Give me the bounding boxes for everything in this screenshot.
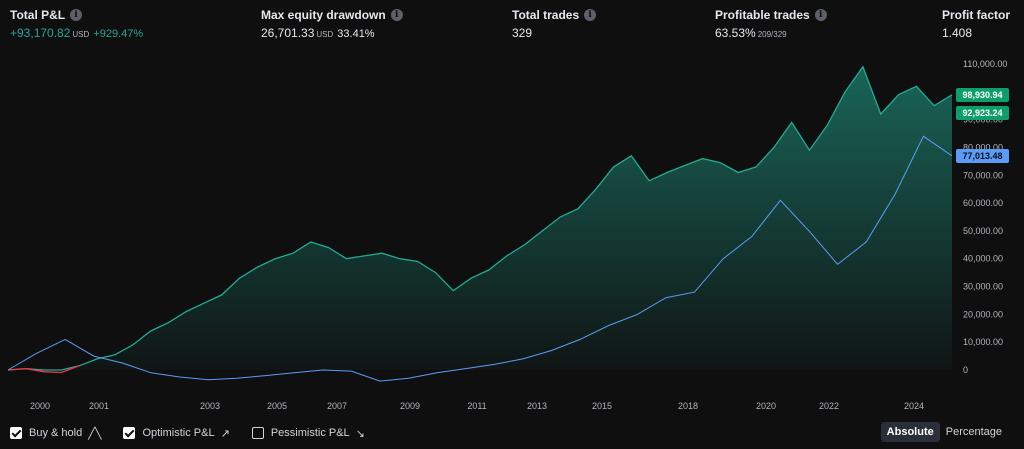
x-tick-label: 2011 xyxy=(467,401,486,411)
stat-sub: 209/329 xyxy=(757,30,787,39)
equity-price-label: 98,930.94 xyxy=(956,88,1009,102)
x-tick-label: 2013 xyxy=(527,401,547,411)
equity-line xyxy=(7,65,953,371)
x-tick-label: 2015 xyxy=(592,401,612,411)
stat-profitable-trades: Profitable trades i 63.53% 209/329 xyxy=(715,8,827,40)
checkbox-icon[interactable] xyxy=(123,427,136,439)
stat-title: Profit factor xyxy=(942,8,1011,22)
percentage-button[interactable]: Percentage xyxy=(945,426,1002,438)
stat-title: Total P&L xyxy=(10,8,66,22)
stat-percent: +929.47% xyxy=(93,28,144,40)
y-tick-label: 50,000.00 xyxy=(963,226,1003,236)
info-icon[interactable]: i xyxy=(70,9,83,21)
y-tick-label: 60,000.00 xyxy=(963,198,1003,208)
info-icon[interactable]: i xyxy=(814,9,827,21)
x-tick-label: 2003 xyxy=(200,401,220,411)
stat-unit: USD xyxy=(72,30,90,39)
y-tick-label: 80,000.00 xyxy=(963,142,1003,152)
stat-percent: 33.41% xyxy=(337,28,375,40)
y-tick-label: 20,000.00 xyxy=(963,309,1003,319)
line-chart-icon: ╱╲ xyxy=(88,427,102,440)
stat-value: 26,701.33 xyxy=(261,26,315,40)
y-tick-label: 40,000.00 xyxy=(963,254,1003,264)
legend-label: Pessimistic P&L xyxy=(270,427,350,439)
legend-pessimistic-pnl[interactable]: Pessimistic P&L ↘ xyxy=(251,427,365,440)
stat-value: +93,170.82 xyxy=(10,26,71,40)
plot-area xyxy=(7,65,953,382)
equity-loss-line xyxy=(7,365,80,374)
legend-label: Optimistic P&L xyxy=(142,427,215,439)
x-axis: 2000 2001 2003 2005 2007 2009 2011 2013 2015 2018… xyxy=(30,401,924,411)
x-tick-label: 2018 xyxy=(678,401,698,411)
y-tick-label: 110,000.00 xyxy=(963,59,1007,69)
stat-value: 1.408 xyxy=(942,26,973,40)
scale-toggle: Absolute Percentage xyxy=(880,422,1008,442)
checkbox-icon[interactable] xyxy=(10,427,22,439)
stat-value: 329 xyxy=(512,26,533,40)
x-tick-label: 2001 xyxy=(89,401,109,411)
equity-chart[interactable]: 0 10,000.00 20,000.00 30,000.00 40,000.00 50,… xyxy=(0,48,1024,420)
y-tick-label: 10,000.00 xyxy=(963,337,1003,347)
x-tick-label: 2000 xyxy=(30,401,50,411)
stat-profit-factor: Profit factor 1.408 xyxy=(942,8,1010,40)
checkbox-icon[interactable] xyxy=(251,427,264,439)
stat-total-pnl: Total P&L i +93,170.82 USD +929.47% xyxy=(10,8,143,40)
absolute-button[interactable]: Absolute xyxy=(880,422,940,442)
equity-area xyxy=(8,66,952,371)
buy-hold-line xyxy=(7,135,953,382)
info-icon[interactable]: i xyxy=(584,9,597,21)
stat-total-trades: Total trades i 329 xyxy=(512,8,597,40)
stat-value: 63.53% xyxy=(715,26,756,40)
stats-bar: Total P&L i +93,170.82 USD +929.47% Max equ… xyxy=(0,0,1024,48)
x-tick-label: 2020 xyxy=(756,401,776,411)
chart-legend: Buy & hold ╱╲ Optimistic P&L ↗ Pessimist… xyxy=(10,423,387,443)
y-tick-label: 0 xyxy=(963,365,968,375)
trend-down-icon: ↘ xyxy=(355,427,365,440)
trend-up-icon: ↗ xyxy=(220,427,230,440)
y-tick-label: 30,000.00 xyxy=(963,282,1003,292)
x-tick-label: 2009 xyxy=(400,401,420,411)
x-tick-label: 2024 xyxy=(904,401,924,411)
stat-unit: USD xyxy=(316,30,334,39)
stat-title: Profitable trades xyxy=(715,8,810,22)
buyhold-price-label: 77,013.48 xyxy=(956,149,1009,163)
y-tick-label: 70,000.00 xyxy=(963,170,1003,180)
equity-secondary-price-label: 92,923.24 xyxy=(956,106,1009,120)
stat-title: Total trades xyxy=(512,8,580,22)
x-tick-label: 2007 xyxy=(327,401,347,411)
stat-title: Max equity drawdown xyxy=(261,8,386,22)
legend-optimistic-pnl[interactable]: Optimistic P&L ↗ xyxy=(123,427,230,440)
info-icon[interactable]: i xyxy=(390,9,403,21)
x-tick-label: 2005 xyxy=(267,401,287,411)
x-tick-label: 2022 xyxy=(819,401,839,411)
legend-buy-hold[interactable]: Buy & hold ╱╲ xyxy=(10,427,101,440)
legend-label: Buy & hold xyxy=(29,427,83,439)
stat-max-drawdown: Max equity drawdown i 26,701.33 USD 33.41% xyxy=(261,8,403,40)
